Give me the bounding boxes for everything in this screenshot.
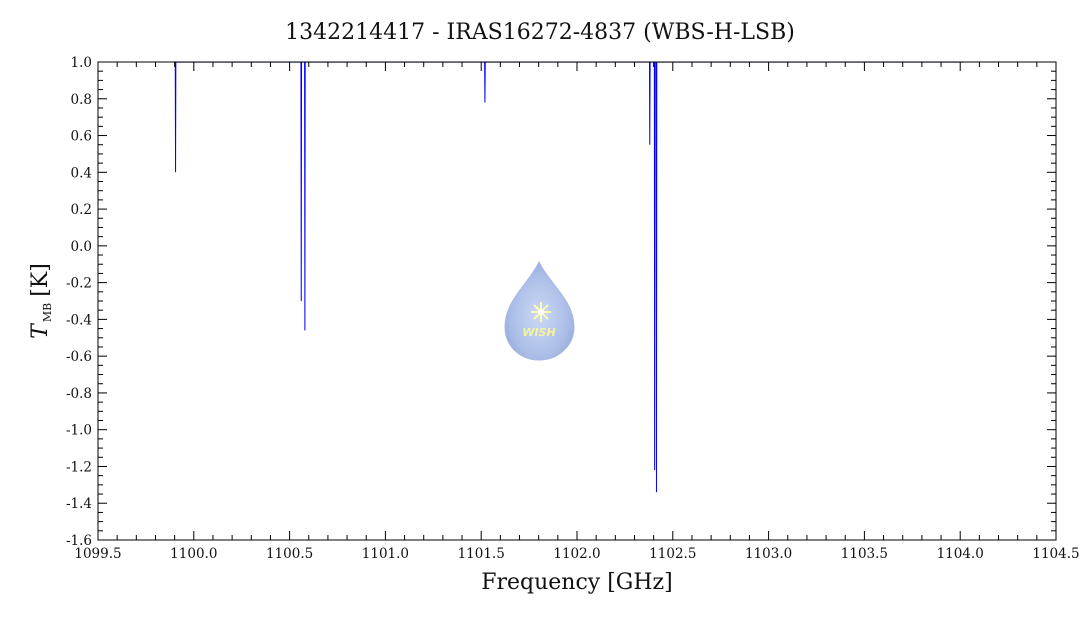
y-axis-label-symbol: T xyxy=(28,322,53,339)
y-tick-label: 0.8 xyxy=(71,92,92,108)
y-tick-label: -1.6 xyxy=(66,533,92,549)
plot-frame xyxy=(97,61,1057,541)
x-tick-label: 1104.0 xyxy=(937,546,984,562)
y-axis-label-subscript: MB xyxy=(41,303,54,322)
y-tick-label: -0.4 xyxy=(66,312,92,328)
y-tick-label: -0.8 xyxy=(66,386,92,402)
x-tick-label: 1101.5 xyxy=(458,546,505,562)
y-tick-label: -0.2 xyxy=(66,276,92,292)
svg-text:TMB[K]: TMB [K] xyxy=(28,263,54,339)
chart-title: 1342214417 - IRAS16272-4837 (WBS-H-LSB) xyxy=(285,20,795,45)
x-tick-label: 1103.5 xyxy=(841,546,888,562)
y-tick-label: -0.6 xyxy=(66,349,92,365)
y-axis-label: TMB [K] xyxy=(28,263,54,339)
y-tick-label: -1.4 xyxy=(66,496,92,512)
x-tick-label: 1101.0 xyxy=(362,546,409,562)
wish-logo: WISH xyxy=(504,260,575,361)
spectrum-line xyxy=(174,61,965,493)
x-tick-label: 1104.5 xyxy=(1032,546,1079,562)
y-tick-label: 1.0 xyxy=(71,55,92,71)
y-tick-label: -1.0 xyxy=(66,423,92,439)
x-axis-label: Frequency [GHz] xyxy=(481,570,673,595)
x-tick-label: 1102.0 xyxy=(553,546,600,562)
y-tick-label: 0.4 xyxy=(71,165,92,181)
y-tick-label: 0.2 xyxy=(71,202,92,218)
y-axis-label-unit: [K] xyxy=(28,263,53,297)
x-tick-label: 1103.0 xyxy=(745,546,792,562)
x-tick-label: 1102.5 xyxy=(649,546,696,562)
y-tick-label: 0.6 xyxy=(71,129,92,145)
y-tick-label: -1.2 xyxy=(66,459,92,475)
x-tick-label: 1100.0 xyxy=(170,546,217,562)
x-tick-label: 1099.5 xyxy=(74,546,121,562)
logo-text: WISH xyxy=(522,326,555,339)
y-tick-label: 0.0 xyxy=(71,239,92,255)
x-tick-label: 1100.5 xyxy=(266,546,313,562)
